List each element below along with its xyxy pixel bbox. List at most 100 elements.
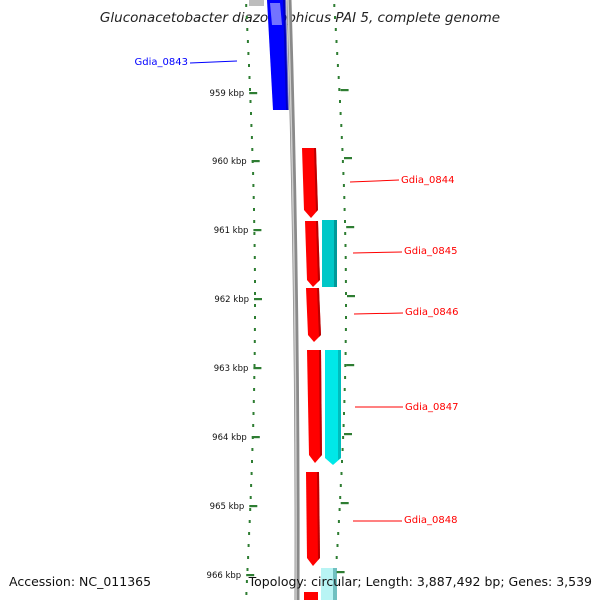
guide-dot-right — [344, 256, 347, 259]
tick-mark-left — [249, 505, 258, 508]
gene-label-gdia-0847[interactable]: Gdia_0847 — [405, 402, 458, 413]
gene-feature-gdia-0848[interactable] — [306, 472, 320, 566]
guide-dot-right — [341, 160, 344, 163]
guide-dot-left — [253, 256, 256, 259]
guide-dot-left — [248, 532, 251, 535]
guide-dot-right — [339, 100, 341, 103]
tick-label: 960 kbp — [212, 157, 247, 167]
guide-dot-right — [343, 388, 346, 391]
accession-text: Accession: NC_011365 — [9, 574, 152, 589]
tick-label: 964 kbp — [212, 433, 247, 443]
gene-feature-gdia-0847[interactable] — [307, 350, 322, 463]
tick-mark-left — [249, 92, 258, 95]
tick-label: 961 kbp — [214, 226, 249, 236]
guide-dot-left — [253, 220, 256, 223]
gene-label-gdia-0846[interactable]: Gdia_0846 — [405, 307, 458, 318]
guide-dot-left — [253, 268, 256, 271]
tick-label: 965 kbp — [210, 502, 245, 512]
guide-dot-left — [248, 520, 251, 523]
tick-mark-left — [251, 436, 260, 439]
guide-dot-left — [246, 40, 249, 43]
gene-feature-gdia-0846[interactable] — [306, 288, 321, 342]
guide-dot-left — [253, 376, 256, 379]
guide-dot-left — [245, 4, 248, 7]
guide-dot-left — [253, 232, 256, 235]
tick-mark-right — [344, 157, 352, 160]
guide-dot-right — [335, 40, 338, 43]
guide-dot-right — [340, 136, 343, 139]
guide-dot-left — [248, 64, 250, 67]
gene-feature-gdia-0845[interactable] — [305, 221, 320, 287]
gene-label-gdia-0844[interactable]: Gdia_0844 — [401, 175, 454, 186]
gene-leader-line — [353, 312, 404, 315]
guide-dot-right — [334, 28, 337, 31]
guide-dot-right — [344, 340, 347, 343]
tick-mark-left — [246, 574, 255, 577]
tick-mark-right — [346, 226, 355, 229]
guide-dot-right — [344, 268, 347, 271]
guide-dot-right — [345, 304, 347, 307]
top-grey-stub — [249, 0, 264, 6]
guide-dot-left — [253, 352, 256, 355]
guide-dot-right — [344, 328, 347, 331]
guide-dot-left — [250, 124, 253, 127]
map-title: Gluconacetobacter diazotrophicus PAI 5, … — [99, 10, 501, 26]
guide-dot-left — [251, 448, 254, 451]
guide-dot-left — [250, 472, 253, 475]
guide-dot-right — [344, 220, 346, 223]
tick-label: 959 kbp — [210, 89, 245, 99]
guide-dot-left — [247, 556, 250, 559]
tick-mark-left — [253, 367, 262, 370]
gene-feature-gdia-0844[interactable] — [302, 148, 318, 218]
guide-dot-left — [249, 100, 252, 103]
guide-dot-right — [344, 376, 347, 379]
bottom-feature-stubs — [304, 568, 337, 600]
guide-dot-left — [253, 244, 256, 247]
guide-dot-left — [245, 592, 248, 595]
guide-dot-left — [252, 196, 255, 199]
guide-dot-left — [254, 292, 256, 295]
tick-mark-right — [346, 364, 355, 367]
guide-dot-right — [334, 16, 336, 19]
guide-dot-right — [341, 148, 344, 151]
guide-dot-left — [254, 280, 256, 283]
guide-dot-right — [339, 484, 342, 487]
guide-dot-right — [344, 364, 347, 367]
guide-dot-left — [253, 340, 256, 343]
guide-dot-right — [343, 400, 346, 403]
guide-dot-right — [340, 124, 343, 127]
guide-dot-right — [336, 544, 339, 547]
guide-dot-left — [252, 424, 255, 427]
guide-dot-right — [341, 460, 343, 463]
guide-dot-right — [338, 508, 341, 511]
gene-leader-line — [352, 251, 403, 254]
guide-dot-left — [246, 28, 249, 31]
guide-dot-left — [247, 52, 250, 55]
guide-dot-right — [339, 112, 342, 115]
guide-dot-left — [253, 328, 256, 331]
guide-dot-left — [253, 388, 256, 391]
guide-dot-left — [247, 544, 250, 547]
genome-summary-text: Topology: circular; Length: 3,887,492 bp… — [248, 574, 592, 589]
guide-dot-right — [343, 208, 346, 211]
guide-dot-left — [253, 208, 255, 211]
gene-label-gdia-0848[interactable]: Gdia_0848 — [404, 515, 457, 526]
guide-dot-left — [251, 460, 253, 463]
gene-label-gdia-0843[interactable]: Gdia_0843 — [135, 57, 188, 68]
guide-dot-right — [343, 196, 346, 199]
gene-label-gdia-0845[interactable]: Gdia_0845 — [404, 246, 457, 257]
gene-feature-gdia-0843[interactable] — [267, 0, 289, 110]
gene-labels: Gdia_0843 Gdia_0844 Gdia_0845 Gdia_0846 Gdia… — [135, 57, 459, 526]
guide-dot-right — [339, 496, 342, 499]
guide-dot-left — [249, 496, 252, 499]
guide-dot-right — [344, 244, 347, 247]
tick-mark-right — [347, 295, 355, 298]
guide-dot-left — [252, 172, 255, 175]
overlap-feature-2 — [325, 350, 341, 465]
guide-dot-left — [251, 148, 254, 151]
guide-dot-right — [344, 232, 347, 235]
guide-dot-right — [343, 412, 345, 415]
guide-dot-right — [338, 88, 341, 91]
guide-dot-right — [340, 472, 343, 475]
